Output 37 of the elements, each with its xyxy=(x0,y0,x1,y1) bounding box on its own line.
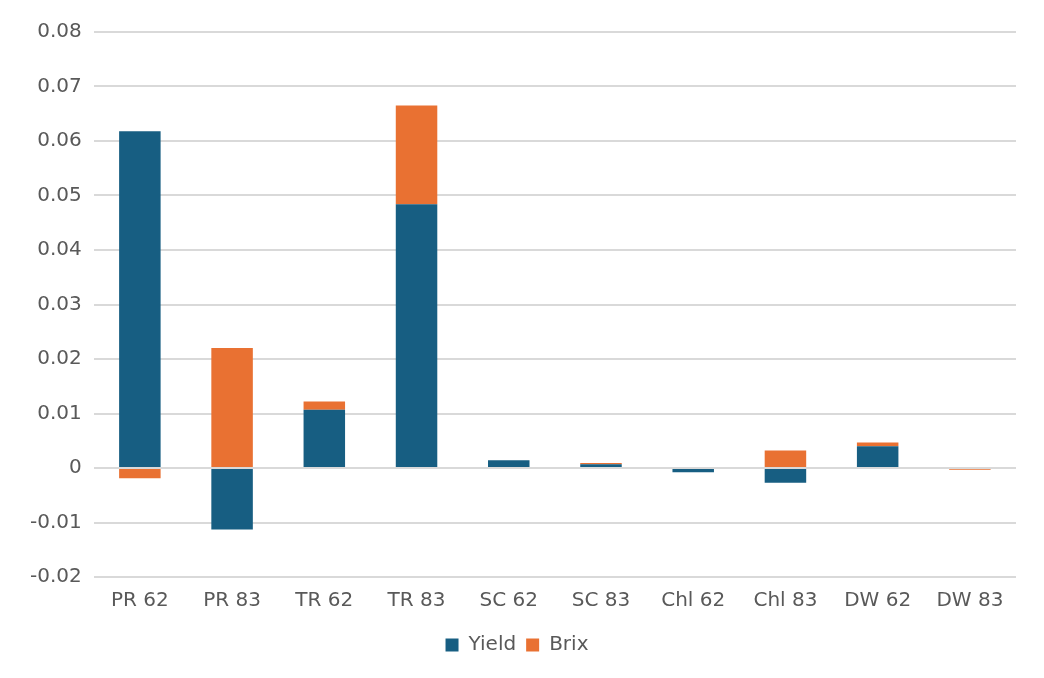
bar xyxy=(856,446,899,467)
x-tick-label: DW 83 xyxy=(936,587,1004,612)
y-tick-label: 0.03 xyxy=(37,290,82,315)
bar xyxy=(303,409,346,467)
y-tick-label: 0.04 xyxy=(37,236,82,261)
bar xyxy=(211,348,253,467)
legend-label: Yield xyxy=(467,631,517,656)
y-tick-label: -0.01 xyxy=(30,508,82,533)
legend-label: Brix xyxy=(549,631,589,656)
bar xyxy=(856,442,899,447)
y-tick-label: 0.06 xyxy=(37,127,82,152)
x-tick-label: PR 62 xyxy=(110,587,169,612)
bar xyxy=(395,105,438,205)
y-tick-label: 0.08 xyxy=(37,18,82,43)
bar xyxy=(119,131,161,467)
x-tick-label: PR 83 xyxy=(203,587,261,612)
bar xyxy=(119,469,161,479)
bar xyxy=(672,469,714,473)
y-tick-label: -0.02 xyxy=(30,563,82,588)
bar xyxy=(764,450,807,467)
x-tick-label: Chl 83 xyxy=(753,587,818,612)
x-tick-label: TR 62 xyxy=(294,587,354,612)
y-tick-label: 0.07 xyxy=(37,72,82,97)
x-tick-label: SC 62 xyxy=(479,587,538,612)
y-tick-label: 0 xyxy=(69,454,82,479)
x-tick-label: Chl 62 xyxy=(661,587,726,612)
bar xyxy=(488,460,530,467)
bar xyxy=(303,401,346,410)
y-tick-label: 0.02 xyxy=(37,345,82,370)
bar xyxy=(764,469,807,483)
y-tick-label: 0.05 xyxy=(37,181,82,206)
x-tick-label: DW 62 xyxy=(844,587,912,612)
y-tick-label: 0.01 xyxy=(37,399,82,424)
bar xyxy=(395,204,438,467)
x-tick-label: SC 83 xyxy=(571,587,631,612)
bar xyxy=(211,469,253,530)
x-tick-label: TR 83 xyxy=(386,587,446,612)
